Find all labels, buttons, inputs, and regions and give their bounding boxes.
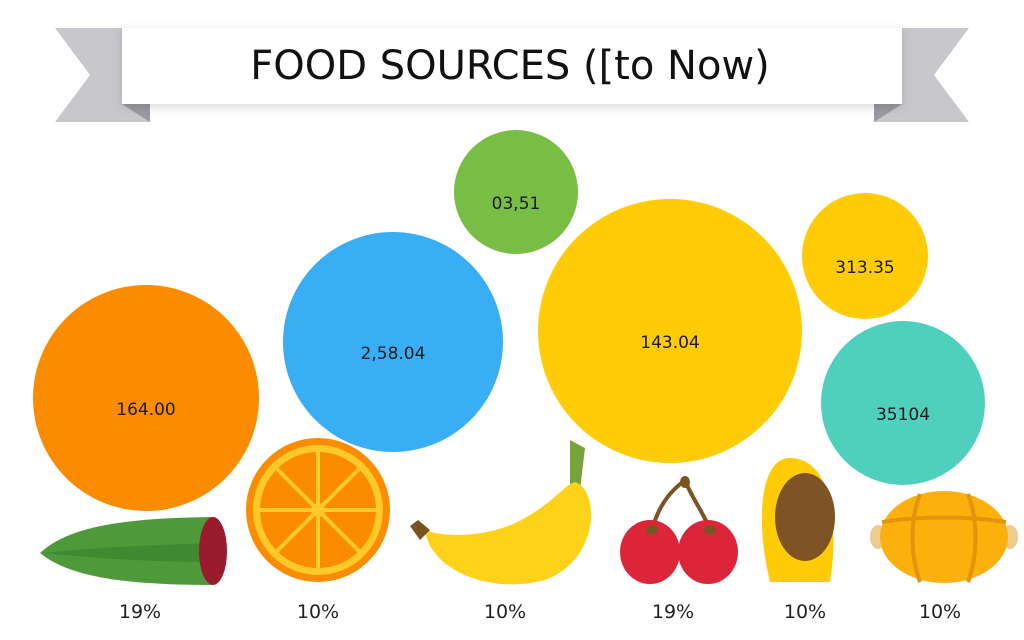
bubble-label: 35104 (876, 405, 930, 425)
apricot-icon (761, 458, 835, 582)
percent-labels: 19% 10% 10% 19% 10% 10% (119, 601, 961, 623)
bubble-label: 143.04 (640, 333, 699, 353)
melon-icon (870, 491, 1018, 583)
bubble-label: 313.35 (835, 258, 894, 278)
cucumber-icon (40, 517, 227, 585)
orange-slice-icon (246, 438, 390, 582)
cherries-icon (620, 476, 738, 584)
ribbon-band (122, 28, 902, 104)
bubble (821, 321, 985, 485)
bubble (283, 232, 503, 452)
bubble-label: 2,58.04 (361, 344, 426, 364)
bubble (802, 193, 928, 319)
percent-label: 19% (652, 601, 694, 623)
title-ribbon: FOOD SOURCES ([to Now) (55, 28, 969, 122)
bubble (538, 199, 802, 463)
chart-title: FOOD SOURCES ([to Now) (250, 43, 770, 89)
banana-icon (410, 440, 592, 585)
percent-label: 19% (119, 601, 161, 623)
percent-label: 10% (484, 601, 526, 623)
bubbles: 164.00 2,58.04 03,51 143.04 313.35 35104 (33, 130, 985, 511)
percent-label: 10% (919, 601, 961, 623)
bubble-label: 164.00 (116, 400, 175, 420)
bubble (454, 130, 578, 254)
percent-label: 10% (784, 601, 826, 623)
bubble-label: 03,51 (492, 194, 541, 214)
percent-label: 10% (297, 601, 339, 623)
bubble (33, 285, 259, 511)
